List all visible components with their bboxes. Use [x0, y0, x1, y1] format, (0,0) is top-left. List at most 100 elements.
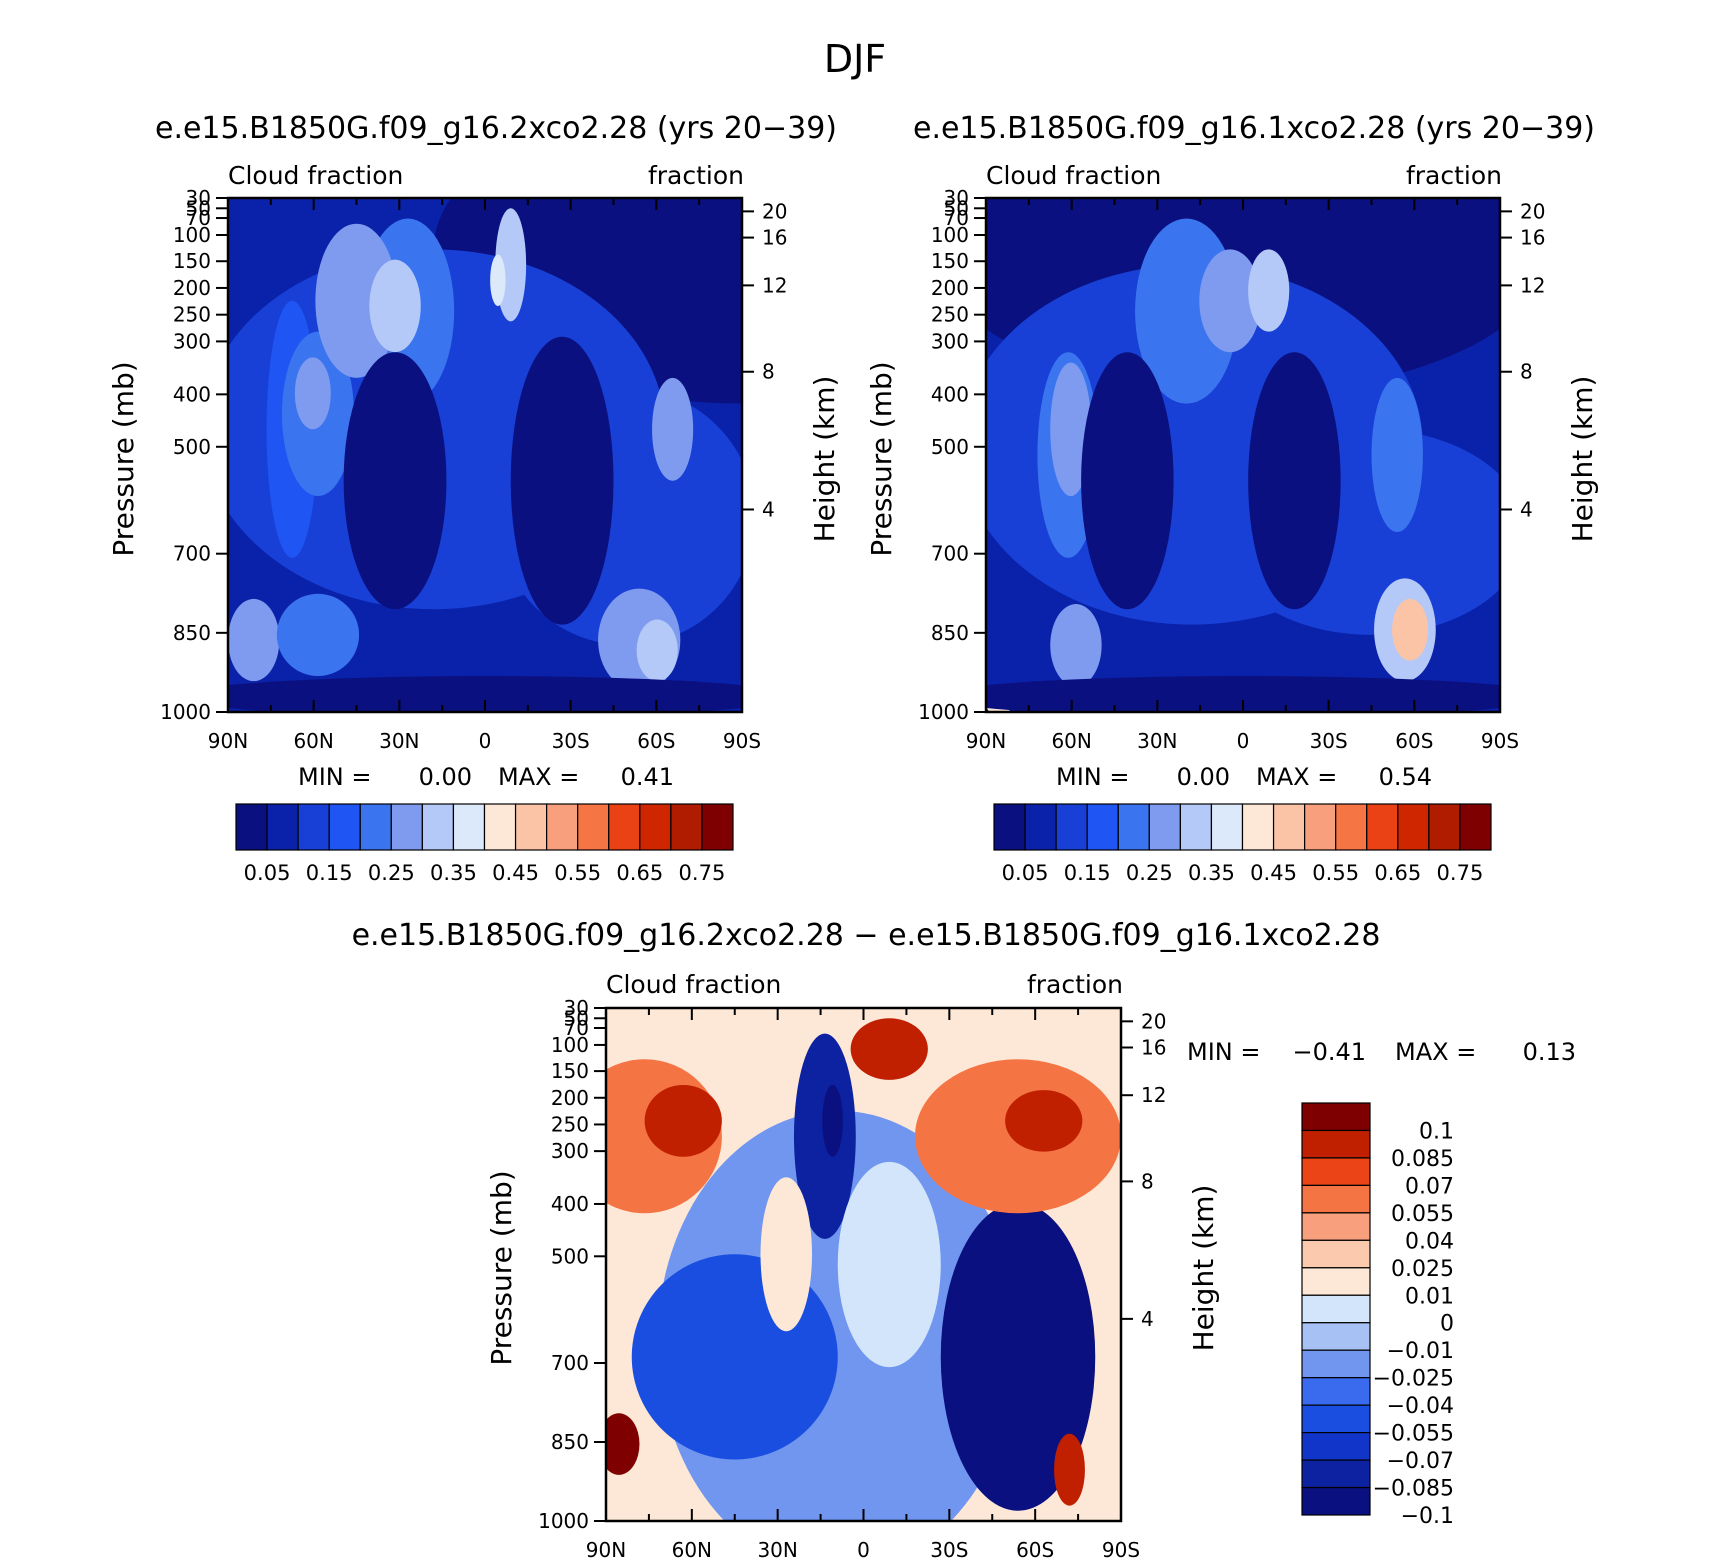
panel-difference: e.e15.B1850G.f09_g16.2xco2.28 − e.e15.B1… [352, 918, 1576, 1562]
x-tick-label: 90S [1481, 729, 1519, 753]
x-tick-label: 0 [479, 729, 492, 753]
y2-tick-label: 20 [1520, 199, 1545, 223]
x-tick-label: 30S [552, 729, 590, 753]
colorbar-label: 0.07 [1405, 1174, 1454, 1199]
min-label: MIN = [1187, 1038, 1260, 1066]
colorbar-label: 0.65 [616, 861, 663, 885]
min-value: 0.00 [1177, 763, 1230, 791]
contour-region [652, 377, 694, 481]
y-tick-label: 850 [551, 1430, 589, 1454]
contour-region [343, 352, 447, 610]
x-tick-label: 60S [1395, 729, 1433, 753]
y-tick-label: 250 [173, 303, 211, 327]
max-label: MAX = [1395, 1038, 1476, 1066]
x-tick-label: 60S [637, 729, 675, 753]
colorbar-label: 0.35 [1188, 861, 1235, 885]
y2-tick-label: 12 [762, 273, 787, 297]
colorbar-swatch [1301, 1459, 1371, 1489]
x-tick-label: 90N [966, 729, 1006, 753]
contour-region [986, 676, 1500, 712]
contour-region [1050, 362, 1092, 497]
panel-title: e.e15.B1850G.f09_g16.2xco2.28 (yrs 20−39… [155, 111, 837, 146]
colorbar-label: 0.04 [1405, 1229, 1454, 1254]
colorbar-swatch [670, 803, 703, 851]
y-tick-label: 200 [931, 276, 969, 300]
y-tick-label: 700 [931, 542, 969, 566]
colorbar-swatch [1301, 1102, 1371, 1132]
y-tick-label: 700 [173, 542, 211, 566]
colorbar-label: 0.55 [1312, 861, 1359, 885]
y-axis-label: Pressure (mb) [485, 1170, 518, 1365]
colorbar-swatch [701, 803, 734, 851]
y-tick-label: 500 [551, 1244, 589, 1268]
colorbar-label: 0.65 [1374, 861, 1421, 885]
colorbar-label: −0.01 [1387, 1339, 1454, 1364]
y-tick-label: 70 [186, 206, 211, 230]
contour-region [315, 223, 398, 378]
colorbar-swatch [359, 803, 392, 851]
colorbar-swatch [1301, 1294, 1371, 1324]
colorbar-label: 0.75 [679, 861, 726, 885]
x-tick-label: 60S [1016, 1538, 1054, 1562]
contour-field [606, 1008, 1121, 1521]
x-tick-label: 30S [1310, 729, 1348, 753]
colorbar-label: −0.085 [1373, 1477, 1454, 1502]
colorbar-swatch [1397, 803, 1430, 851]
y2-tick-label: 16 [1141, 1036, 1166, 1060]
colorbar-swatch [1086, 803, 1119, 851]
colorbar-swatch [1301, 1157, 1371, 1187]
colorbar-swatch [577, 803, 610, 851]
y-tick-label: 500 [173, 435, 211, 459]
colorbar-swatch [421, 803, 455, 851]
y-tick-label: 500 [931, 435, 969, 459]
x-tick-label: 30N [757, 1538, 797, 1562]
units-label: fraction [1406, 161, 1502, 190]
contour-region [1199, 249, 1261, 353]
y-tick-label: 150 [173, 249, 211, 273]
contour-plot: 90N 60N 30N 0 30S 60S 90S305070100150200250300… [538, 996, 1166, 1562]
max-value: 0.41 [621, 763, 674, 791]
contour-region [1248, 249, 1290, 332]
y-tick-label: 200 [173, 276, 211, 300]
y-tick-label: 200 [551, 1086, 589, 1110]
x-tick-label: 90N [586, 1538, 626, 1562]
colorbar: 0.05 0.15 0.25 0.35 0.45 0.55 0.65 0.75 [993, 803, 1492, 885]
y-tick-label: 50 [564, 1006, 589, 1030]
contour-plot: 90N 60N 30N 0 30S 60S 90S305070100150200250300… [160, 186, 787, 753]
colorbar-label: 0.15 [306, 861, 353, 885]
contour-region [822, 1084, 843, 1157]
figure-title: DJF [824, 37, 886, 81]
units-label: fraction [1027, 970, 1123, 999]
colorbar-swatch [1301, 1267, 1371, 1296]
colorbar-swatch [1301, 1486, 1371, 1516]
contour-region [1371, 377, 1423, 533]
panel-title: e.e15.B1850G.f09_g16.2xco2.28 − e.e15.B1… [352, 918, 1381, 953]
y2-axis-label: Height (km) [808, 376, 841, 543]
colorbar-swatch [1301, 1431, 1371, 1461]
panel-top-left: e.e15.B1850G.f09_g16.2xco2.28 (yrs 20−39… [107, 111, 841, 885]
y2-tick-label: 16 [1520, 226, 1545, 250]
colorbar-swatch [1301, 1184, 1371, 1214]
y-tick-label: 50 [186, 196, 211, 220]
colorbar-label: 0.085 [1391, 1147, 1454, 1172]
contour-region [228, 598, 280, 682]
colorbar-swatch [1272, 803, 1306, 851]
y2-tick-label: 8 [762, 360, 775, 384]
contour-plot: 90N 60N 30N 0 30S 60S 90S305070100150200250300… [918, 186, 1545, 753]
y-tick-label: 70 [944, 206, 969, 230]
y-tick-label: 30 [186, 186, 211, 210]
panel-top-right: e.e15.B1850G.f09_g16.1xco2.28 (yrs 20−39… [865, 111, 1599, 885]
x-tick-label: 90S [1102, 1538, 1140, 1562]
contour-region [490, 254, 506, 306]
colorbar-swatch [1117, 803, 1150, 851]
colorbar-label: 0.055 [1391, 1202, 1454, 1227]
colorbar-swatch [514, 803, 548, 851]
colorbar-swatch [608, 803, 641, 851]
colorbar-swatch [390, 803, 423, 851]
colorbar-swatch [1301, 1404, 1371, 1434]
colorbar-swatch [235, 803, 268, 851]
colorbar-swatch [1304, 803, 1337, 851]
contour-region [1050, 604, 1102, 687]
colorbar-swatch [1428, 803, 1461, 851]
colorbar-label: −0.1 [1401, 1504, 1454, 1529]
